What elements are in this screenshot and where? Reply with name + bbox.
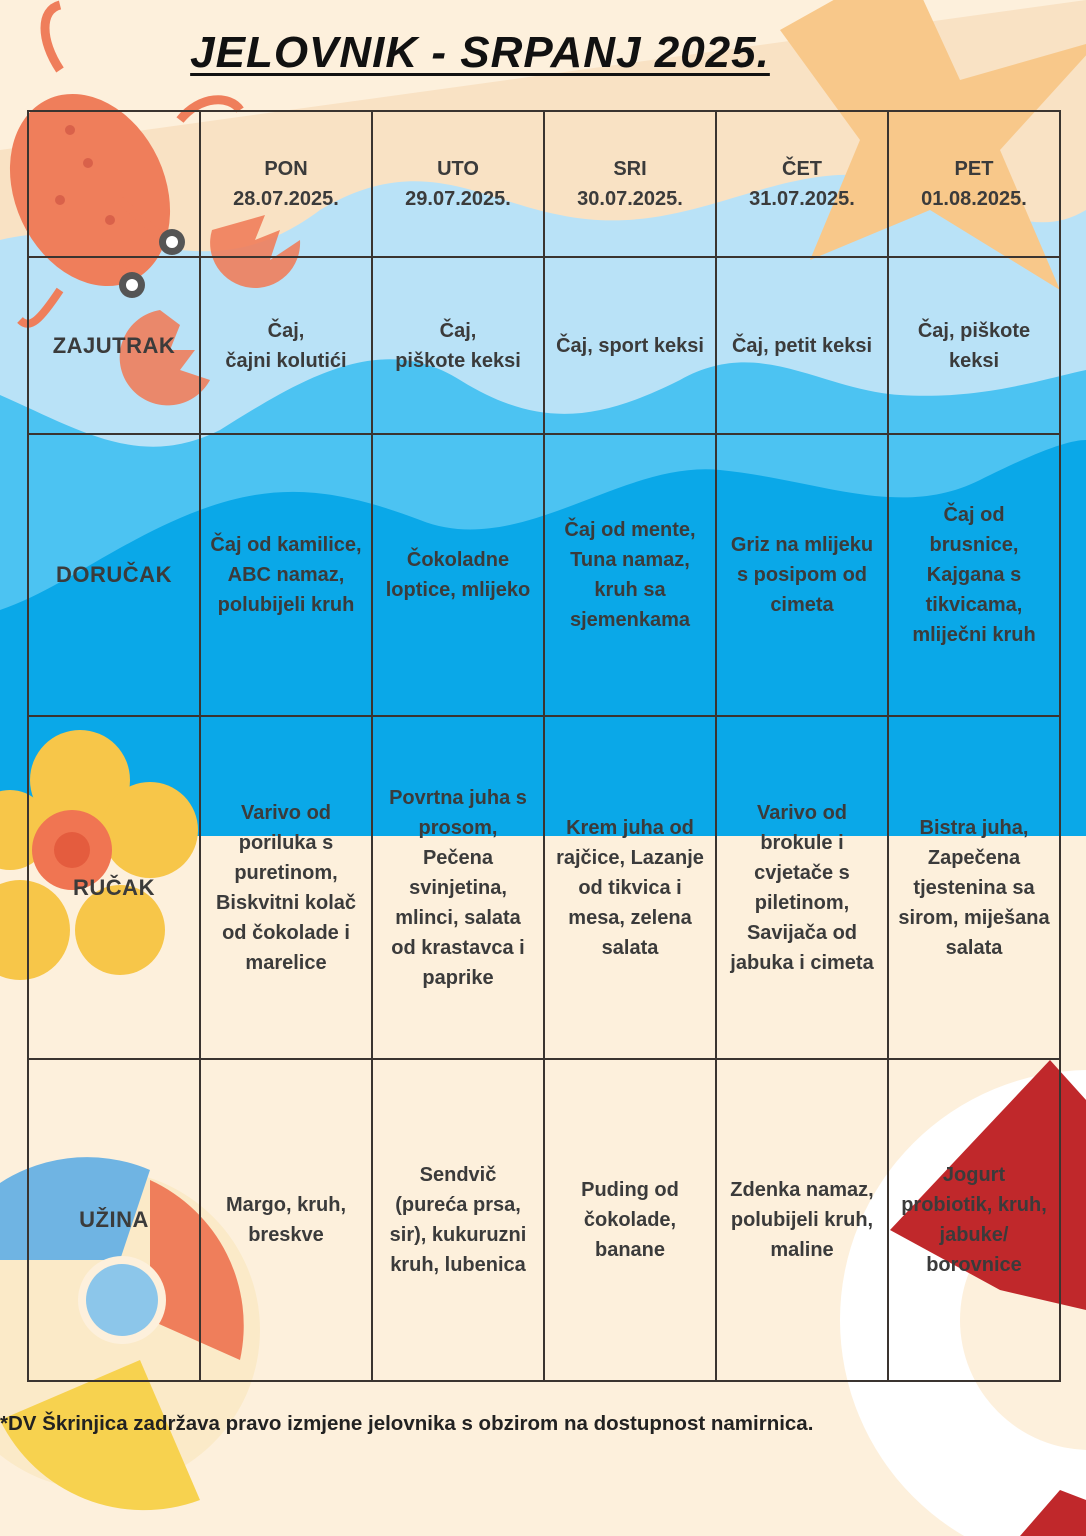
menu-cell: Čokoladne loptice, mlijeko — [371, 433, 545, 717]
menu-cell: Čaj, piškote keksi — [887, 256, 1061, 435]
menu-cell: Čaj, piškote keksi — [371, 256, 545, 435]
meal-row-uzina: UŽINA Margo, kruh, breskve Sendvič (pure… — [27, 1058, 1061, 1382]
menu-cell: Čaj, petit keksi — [715, 256, 889, 435]
day-header: UTO 29.07.2025. — [371, 110, 545, 258]
menu-cell: Varivo od poriluka s puretinom, Biskvitn… — [199, 715, 373, 1060]
day-name: SRI — [613, 158, 647, 180]
menu-cell: Puding od čokolade, banane — [543, 1058, 717, 1382]
menu-cell: Krem juha od rajčice, Lazanje od tikvica… — [543, 715, 717, 1060]
meal-label: RUČAK — [27, 715, 201, 1060]
page-title: JELOVNIK - SRPANJ 2025. — [190, 28, 770, 77]
menu-cell: Varivo od brokule i cvjetače s piletinom… — [715, 715, 889, 1060]
day-date: 31.07.2025. — [749, 188, 855, 210]
menu-cell: Griz na mlijeku s posipom od cimeta — [715, 433, 889, 717]
menu-cell: Jogurt probiotik, kruh, jabuke/ borovnic… — [887, 1058, 1061, 1382]
meal-row-zajutrak: ZAJUTRAK Čaj, čajni kolutići Čaj, piškot… — [27, 256, 1061, 435]
meal-row-dorucak: DORUČAK Čaj od kamilice, ABC namaz, polu… — [27, 433, 1061, 717]
menu-table: PON 28.07.2025. UTO 29.07.2025. SRI 30.07.2… — [27, 110, 1061, 1382]
meal-label: UŽINA — [27, 1058, 201, 1382]
menu-cell: Margo, kruh, breskve — [199, 1058, 373, 1382]
day-date: 30.07.2025. — [577, 188, 683, 210]
menu-cell: Čaj od kamilice, ABC namaz, polubijeli k… — [199, 433, 373, 717]
footnote: *DV Škrinjica zadržava pravo izmjene jel… — [0, 1412, 814, 1435]
day-header: SRI 30.07.2025. — [543, 110, 717, 258]
meal-label: ZAJUTRAK — [27, 256, 201, 435]
menu-cell: Sendvič (pureća prsa, sir), kukuruzni kr… — [371, 1058, 545, 1382]
day-date: 29.07.2025. — [405, 188, 511, 210]
menu-cell: Čaj od mente, Tuna namaz, kruh sa sjemen… — [543, 433, 717, 717]
menu-cell: Zdenka namaz, polubijeli kruh, maline — [715, 1058, 889, 1382]
menu-cell: Čaj, sport keksi — [543, 256, 717, 435]
day-name: UTO — [437, 158, 479, 180]
day-name: ČET — [782, 158, 822, 180]
meal-row-rucak: RUČAK Varivo od poriluka s puretinom, Bi… — [27, 715, 1061, 1060]
menu-cell: Povrtna juha s prosom, Pečena svinjetina… — [371, 715, 545, 1060]
day-header: ČET 31.07.2025. — [715, 110, 889, 258]
menu-cell: Čaj od brusnice, Kajgana s tikvicama, ml… — [887, 433, 1061, 717]
menu-cell: Bistra juha, Zapečena tjestenina sa siro… — [887, 715, 1061, 1060]
day-date: 01.08.2025. — [921, 188, 1027, 210]
day-header: PET 01.08.2025. — [887, 110, 1061, 258]
meal-label: DORUČAK — [27, 433, 201, 717]
menu-cell: Čaj, čajni kolutići — [199, 256, 373, 435]
header-row: PON 28.07.2025. UTO 29.07.2025. SRI 30.07.2… — [27, 110, 1061, 258]
day-name: PON — [264, 158, 308, 180]
day-header: PON 28.07.2025. — [199, 110, 373, 258]
day-name: PET — [954, 158, 994, 180]
day-date: 28.07.2025. — [233, 188, 339, 210]
corner-cell — [27, 110, 201, 258]
